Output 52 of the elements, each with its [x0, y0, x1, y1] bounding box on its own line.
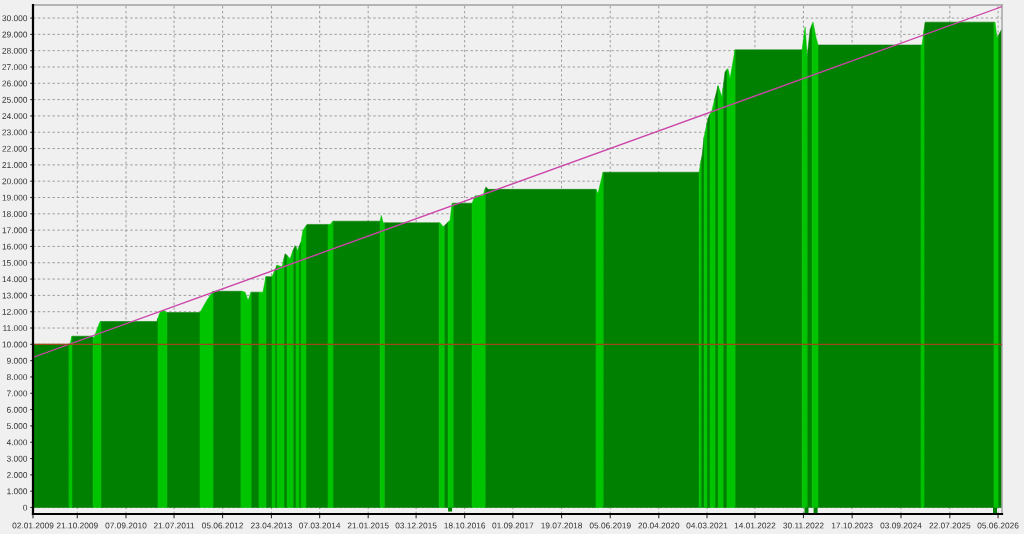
x-tick-label: 21.01.2015 [347, 522, 389, 529]
x-tick-label: 14.01.2022 [734, 522, 776, 529]
x-tick-label: 21.07.2011 [153, 522, 195, 529]
y-tick-label: 29.000 [2, 31, 28, 38]
y-tick-label: 21.000 [2, 162, 28, 168]
y-tick-label: 11.000 [3, 325, 28, 332]
x-tick-label: 30.11.2022 [783, 522, 824, 529]
y-tick-label: 24.000 [2, 113, 28, 120]
y-tick-label: 8.000 [6, 374, 28, 381]
y-tick-label: 22.000 [2, 145, 28, 152]
x-tick-label: 04.03.2021 [686, 522, 728, 529]
x-tick-label: 01.09.2017 [492, 522, 534, 529]
x-tick-label: 03.12.2015 [395, 522, 437, 529]
y-tick-label: 10.000 [2, 341, 28, 348]
x-tick-label: 23.04.2013 [250, 522, 292, 529]
y-tick-label: 20.000 [2, 178, 28, 185]
y-tick-label: 28.000 [2, 47, 28, 54]
x-tick-label: 02.01.2009 [12, 522, 54, 529]
x-tick-label: 21.10.2009 [56, 522, 98, 529]
x-tick-label: 19.07.2018 [541, 522, 583, 529]
x-tick-label: 22.07.2025 [929, 522, 971, 529]
y-tick-label: 7.000 [7, 390, 28, 397]
y-tick-label: 19.000 [2, 194, 28, 201]
y-tick-label: 17.000 [2, 227, 28, 234]
y-tick-label: 6.000 [7, 406, 28, 413]
y-tick-label: 14.000 [2, 276, 28, 283]
y-tick-label: 2.000 [7, 472, 28, 478]
x-tick-label: 05.06.2012 [202, 522, 244, 529]
y-tick-label: 15.000 [2, 259, 28, 266]
x-tick-label: 18.10.2016 [444, 522, 486, 529]
x-tick-label: 07.03.2014 [299, 522, 341, 529]
x-tick-label: 05.06.2019 [589, 522, 631, 529]
y-tick-label: 23.000 [2, 129, 28, 136]
y-tick-label: 12.000 [2, 308, 28, 315]
y-tick-label: 25.000 [2, 96, 28, 103]
y-tick-label: 3.000 [6, 455, 28, 462]
y-tick-label: 0 [23, 504, 28, 511]
y-tick-label: 16.000 [2, 243, 28, 250]
y-tick-label: 5.000 [6, 423, 28, 430]
y-tick-label: 18.000 [2, 211, 28, 217]
x-tick-label: 05.06.2026 [977, 522, 1019, 529]
x-tick-label: 17.10.2023 [831, 522, 873, 529]
y-tick-label: 9.000 [6, 357, 28, 364]
y-tick-label: 4.000 [6, 439, 28, 446]
x-tick-label: 20.04.2020 [638, 522, 680, 529]
y-tick-label: 1.000 [7, 488, 28, 495]
y-tick-label: 26.000 [2, 80, 28, 87]
x-tick-label: 03.09.2024 [880, 522, 922, 529]
y-tick-label: 30.000 [2, 15, 28, 22]
y-tick-label: 13.000 [2, 292, 28, 299]
y-tick-label: 27.000 [2, 64, 28, 71]
x-tick-label: 07.09.2010 [105, 522, 147, 529]
